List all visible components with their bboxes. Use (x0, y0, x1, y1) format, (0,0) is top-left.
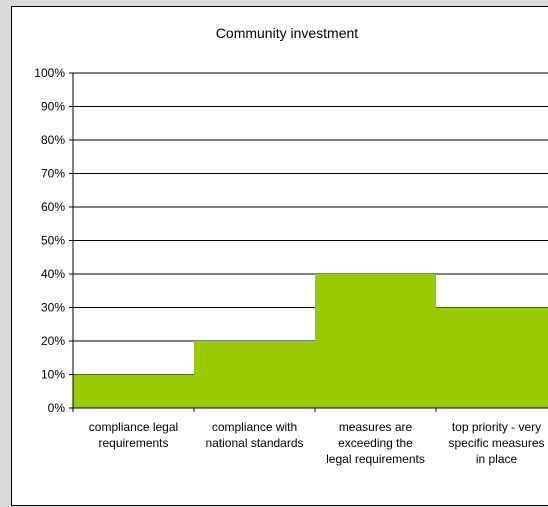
bar (315, 274, 436, 408)
bar (436, 308, 548, 409)
x-category-label: top priority - very specific measures in p… (448, 420, 544, 466)
bar (73, 375, 194, 409)
y-tick-label: 20% (41, 334, 65, 348)
x-category-label: measures are exceeding the legal requireme… (326, 420, 425, 466)
y-tick-label: 80% (41, 133, 65, 147)
y-tick-label: 100% (34, 66, 65, 80)
y-tick-labels: 0% 10% 20% 30% 40% 50% 60% 70% 80% 90% 100% (34, 66, 65, 415)
y-tick-label: 30% (41, 301, 65, 315)
y-tick-label: 60% (41, 200, 65, 214)
bar (194, 341, 315, 408)
y-tick-label: 70% (41, 167, 65, 181)
chart-svg: Community investment 0% 10% 20% 30% 40% 50% 60… (12, 7, 548, 507)
y-tick-label: 0% (48, 401, 66, 415)
y-tick-label: 10% (41, 368, 65, 382)
chart-title: Community investment (216, 25, 358, 41)
chart-frame: Community investment 0% 10% 20% 30% 40% 50% 60… (11, 6, 548, 506)
y-tick-label: 90% (41, 100, 65, 114)
y-tick-label: 50% (41, 234, 65, 248)
x-category-label: compliance with national standards (205, 420, 303, 450)
y-tick-label: 40% (41, 267, 65, 281)
x-category-labels: compliance legal requirements compliance w… (89, 420, 545, 466)
x-category-label: compliance legal requirements (89, 420, 178, 450)
